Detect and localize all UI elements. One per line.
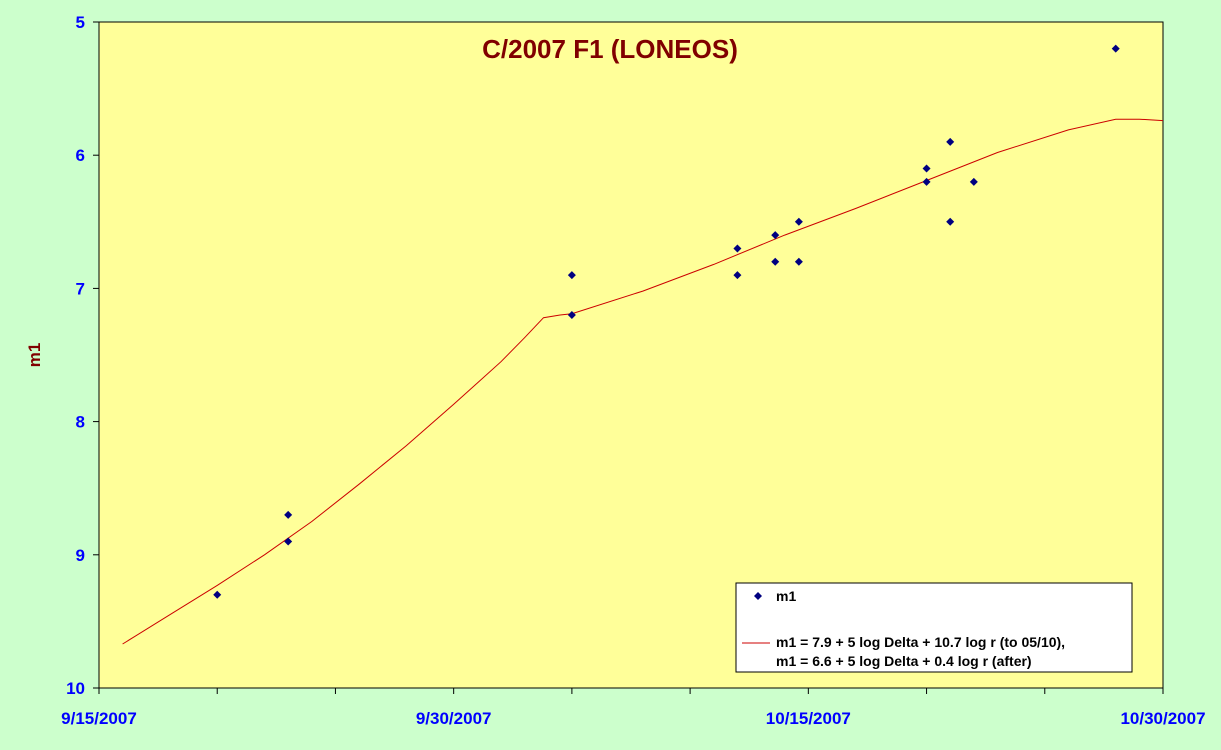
data-point (284, 510, 293, 519)
data-point (771, 231, 780, 240)
legend-label-fit-line2: m1 = 6.6 + 5 log Delta + 0.4 log r (afte… (776, 653, 1032, 669)
y-tick-label: 9 (76, 546, 85, 565)
data-point (946, 137, 955, 146)
x-tick-label: 10/30/2007 (1120, 709, 1205, 728)
legend: m1 m1 = 7.9 + 5 log Delta + 10.7 log r (… (735, 582, 1133, 673)
data-point (946, 217, 955, 226)
x-tick-label: 9/30/2007 (416, 709, 492, 728)
y-tick-label: 8 (76, 413, 85, 432)
x-tick-label: 10/15/2007 (766, 709, 851, 728)
y-tick-label: 6 (76, 146, 85, 165)
x-tick-label: 9/15/2007 (61, 709, 137, 728)
legend-label-fit-line1: m1 = 7.9 + 5 log Delta + 10.7 log r (to … (776, 634, 1065, 650)
data-point (794, 257, 803, 266)
legend-label-m1: m1 (776, 588, 796, 604)
plot-area (98, 21, 1164, 689)
data-point (284, 537, 293, 546)
data-point (794, 217, 803, 226)
y-tick-label: 10 (66, 679, 85, 698)
data-point (1111, 44, 1120, 53)
data-point (771, 257, 780, 266)
points-group (213, 44, 1120, 599)
data-point (567, 271, 576, 280)
y-tick-label: 7 (76, 279, 85, 298)
y-axis-label: m1 (25, 343, 44, 368)
chart-title: C/2007 F1 (LONEOS) (482, 34, 738, 64)
data-point (567, 311, 576, 320)
data-point (922, 164, 931, 173)
data-point (733, 244, 742, 253)
legend-box (735, 582, 1133, 673)
data-point (733, 271, 742, 280)
fit-curve-group (122, 118, 1164, 645)
data-point (969, 177, 978, 186)
legend-marker-m1 (754, 592, 762, 600)
data-point (922, 177, 931, 186)
y-tick-label: 5 (76, 13, 85, 32)
x-axis: 9/15/2007 9/30/2007 10/15/2007 10/30/2007 (61, 688, 1206, 728)
fit-curve (122, 118, 1164, 645)
data-point (213, 590, 222, 599)
y-axis: 5 6 7 8 9 10 (66, 13, 99, 698)
